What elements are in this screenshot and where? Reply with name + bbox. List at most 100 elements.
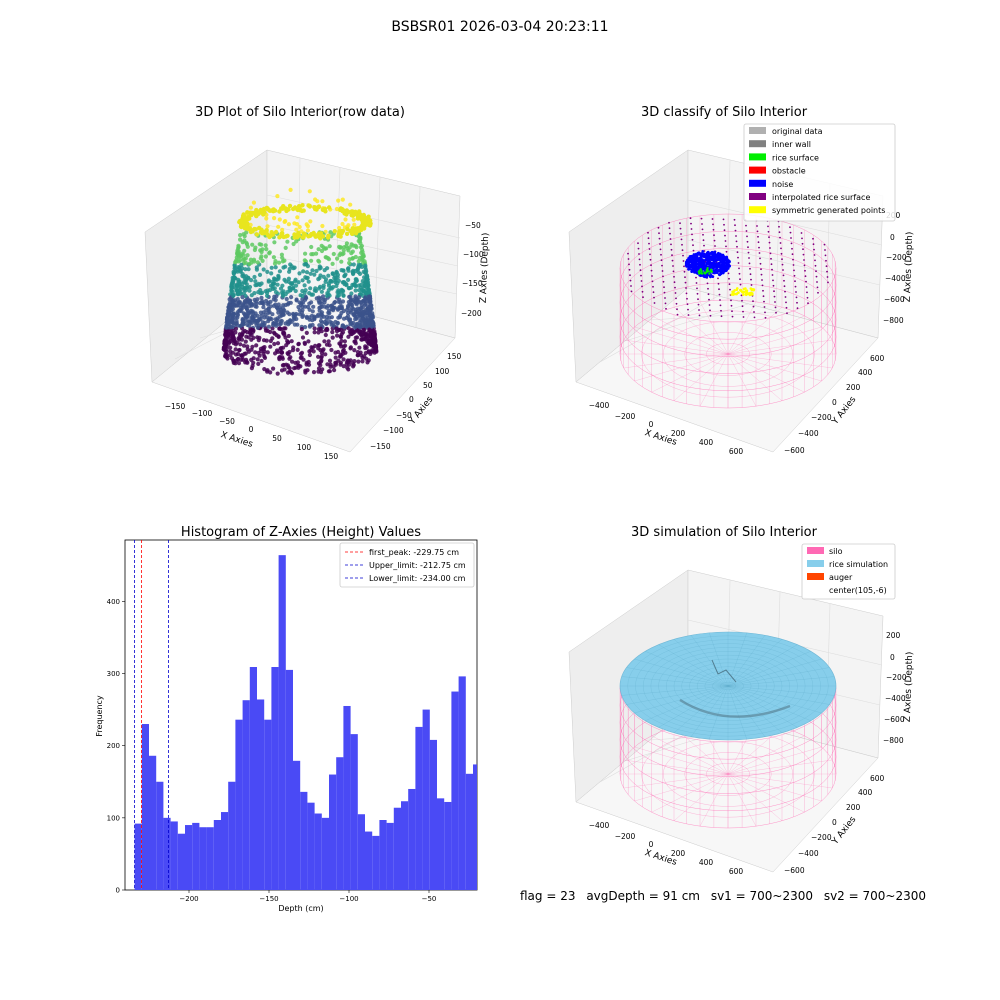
raw-point [347, 294, 352, 299]
noise-point [690, 270, 694, 273]
histogram-bar [329, 774, 337, 890]
noise-point [702, 263, 706, 267]
simulation-axis-ticks: −400 −200 0 200 400 600 −600 −400 −200 0… [589, 631, 907, 876]
raw-point [271, 255, 276, 260]
histogram-bar [228, 781, 236, 890]
raw-point [289, 295, 294, 300]
raw-point [352, 359, 357, 364]
interpolated-point [806, 291, 808, 294]
interpolated-point [695, 276, 697, 279]
raw-point [275, 341, 281, 346]
raw-point [337, 297, 342, 302]
interpolated-point [773, 295, 776, 298]
interpolated-point [782, 269, 784, 271]
interpolated-point [823, 243, 826, 246]
raw-point [337, 225, 342, 231]
raw-point [292, 366, 297, 371]
sv2-value: sv2 = 700~2300 [823, 889, 926, 903]
raw-point [225, 316, 230, 321]
raw-point [257, 272, 263, 277]
interpolated-point [753, 316, 756, 319]
interpolated-point [718, 288, 720, 291]
raw-point [261, 305, 266, 310]
interpolated-point [690, 228, 693, 230]
raw-point [282, 258, 287, 263]
interpolated-point [747, 246, 749, 249]
simulation-silo-floor-spoke [634, 746, 729, 775]
histogram-bar [242, 700, 250, 890]
raw-point [253, 350, 258, 355]
interpolated-point [629, 279, 632, 282]
raw-point [243, 313, 249, 318]
raw-point [261, 301, 266, 306]
raw-point [273, 321, 278, 326]
interpolated-point [760, 268, 762, 271]
raw-point [319, 370, 324, 375]
raw-point [283, 326, 288, 331]
raw-point [326, 205, 332, 210]
raw-point [294, 297, 299, 302]
raw-point [323, 297, 328, 302]
raw-point [349, 291, 354, 296]
raw-point [310, 268, 315, 273]
histogram-bar [307, 802, 315, 890]
raw-point [229, 324, 234, 330]
raw-point [244, 334, 249, 339]
panel-raw-data: 3D Plot of Silo Interior(row data) −150 … [144, 105, 491, 461]
legend-label: noise [772, 180, 793, 189]
rice-surface-mesh [727, 685, 835, 696]
raw-point [258, 346, 263, 351]
interpolated-point [769, 252, 772, 255]
raw-point [326, 281, 332, 286]
interpolated-point [683, 270, 686, 273]
raw-point [331, 251, 336, 257]
raw-point [313, 206, 318, 212]
noise-point [718, 268, 721, 272]
interpolated-point [746, 240, 749, 243]
raw-point [288, 288, 293, 293]
histogram-bar [429, 739, 437, 890]
raw-x-tick: −150 [165, 402, 186, 411]
rice-surface-point [698, 272, 701, 275]
raw-point [364, 279, 369, 284]
status-footer: flag = 23 avgDepth = 91 cm sv1 = 700~230… [520, 889, 933, 903]
raw-point [309, 244, 314, 250]
raw-point [362, 283, 367, 288]
raw-point [363, 296, 368, 302]
raw-point [267, 208, 272, 213]
raw-point [304, 270, 310, 275]
raw-point [277, 322, 282, 327]
raw-point [352, 283, 357, 288]
symmetric-point [751, 292, 754, 295]
classify-z-tick: −600 [884, 295, 905, 304]
raw-x-tick: 150 [324, 452, 339, 461]
symmetric-point [752, 288, 756, 291]
interpolated-point [786, 312, 788, 315]
interpolated-point [723, 223, 725, 226]
interpolated-point [814, 259, 816, 262]
raw-point [249, 278, 254, 283]
raw-point [330, 330, 335, 335]
histogram-bar [350, 734, 358, 890]
raw-point [321, 347, 326, 352]
raw-point [316, 277, 321, 282]
raw-point [360, 254, 365, 259]
interpolated-point [767, 230, 770, 233]
legend-label: rice simulation [829, 560, 888, 569]
raw-point [322, 304, 327, 309]
histogram-bar [451, 691, 459, 890]
interpolated-point [762, 295, 765, 298]
noise-point [685, 261, 689, 265]
raw-point [234, 321, 239, 326]
histogram-bar [458, 676, 466, 890]
raw-point [270, 336, 275, 341]
interpolated-point [697, 298, 699, 301]
raw-point [366, 341, 371, 346]
interpolated-point [725, 245, 727, 248]
interpolated-point [637, 242, 639, 245]
interpolated-point [780, 252, 783, 255]
raw-point [372, 331, 377, 337]
histogram-y-label: Frequency [95, 695, 104, 737]
noise-point [710, 251, 714, 255]
interpolated-point [735, 240, 738, 243]
